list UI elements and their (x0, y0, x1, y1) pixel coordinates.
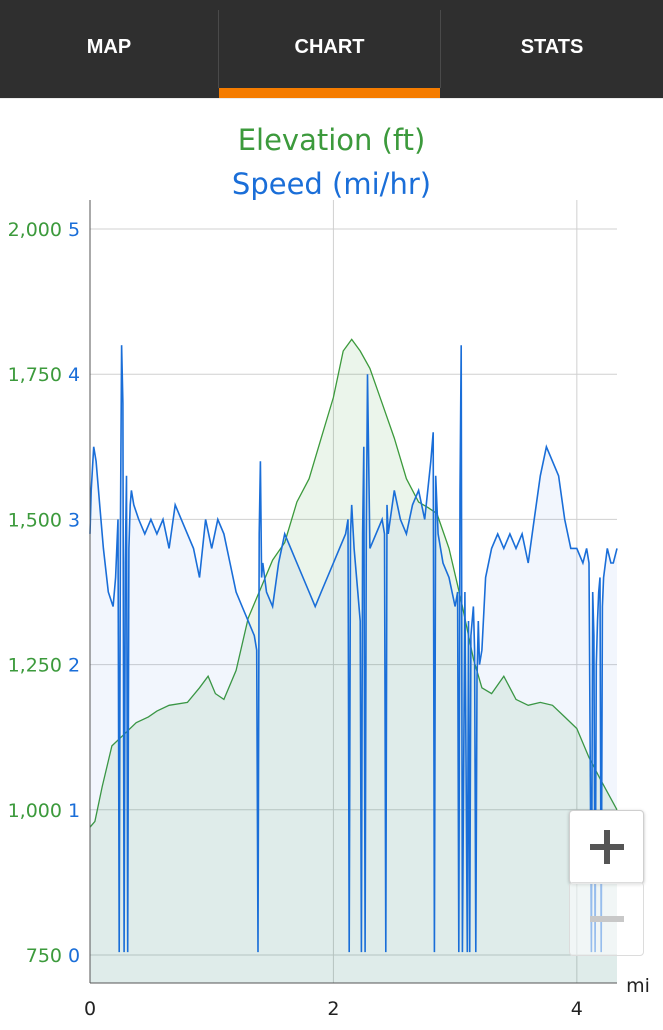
y-right-tick-label: 0 (68, 945, 80, 967)
tab-stats[interactable]: STATS (441, 0, 663, 98)
tab-chart-label: CHART (294, 35, 365, 58)
minus-icon (589, 902, 624, 936)
elevation-area (90, 339, 617, 983)
y-left-tick-label: 1,000 (8, 800, 62, 822)
speed-area (90, 345, 617, 983)
tab-map-label: MAP (86, 35, 132, 58)
y-right-tick-label: 1 (68, 800, 80, 822)
chart-titles: Elevation (ft) Speed (mi/hr) (0, 118, 663, 206)
y-right-tick-label: 2 (68, 655, 80, 677)
x-tick-label: 0 (84, 998, 96, 1020)
tab-map[interactable]: MAP (0, 0, 218, 98)
y-left-tick-label: 1,750 (8, 364, 62, 386)
x-tick-label: 4 (571, 998, 583, 1020)
elevation-series-line (89, 338, 618, 828)
plus-icon (589, 830, 624, 864)
zoom-in-button[interactable] (569, 810, 644, 884)
y-right-tick-label: 3 (68, 509, 80, 531)
tab-separator (440, 10, 441, 88)
speed-series-line (89, 345, 618, 953)
y-left-tick-label: 750 (26, 945, 62, 967)
tab-chart[interactable]: CHART (219, 0, 440, 98)
zoom-out-button[interactable] (569, 882, 644, 956)
y-right-tick-label: 5 (68, 219, 80, 241)
chart-subtitle: Speed (mi/hr) (231, 167, 432, 201)
y-left-tick-label: 1,500 (8, 509, 62, 531)
y-left-tick-label: 2,000 (8, 219, 62, 241)
y-right-tick-label: 4 (68, 364, 80, 386)
chart-title: Elevation (ft) (237, 123, 426, 157)
active-tab-indicator (219, 88, 440, 98)
tab-bar: MAP CHART STATS (0, 0, 663, 99)
y-left-tick-label: 1,250 (8, 655, 62, 677)
x-tick-label: 2 (327, 998, 339, 1020)
tab-stats-label: STATS (520, 35, 584, 58)
x-axis-unit-label: mi (626, 975, 650, 997)
tab-separator (218, 10, 219, 88)
